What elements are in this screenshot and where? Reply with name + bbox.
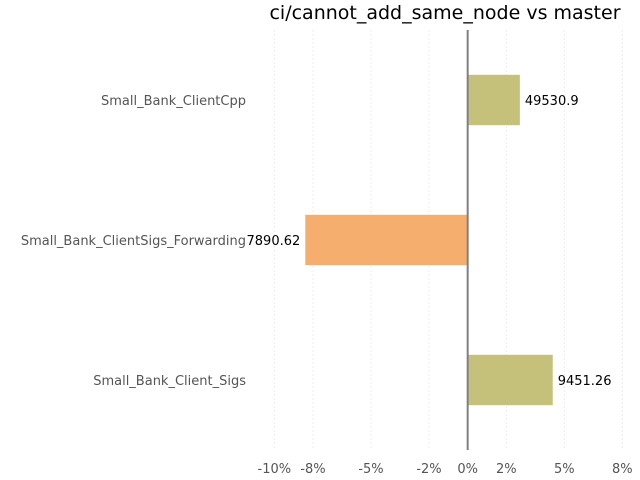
x-tick-label: 5% (554, 462, 575, 477)
x-tick-label: -5% (358, 462, 383, 477)
category-label: Small_Bank_ClientSigs_Forwarding (21, 234, 246, 249)
x-tick-label: -2% (416, 462, 441, 477)
bar (305, 214, 468, 266)
chart-title: ci/cannot_add_same_node vs master (269, 2, 620, 24)
x-tick-label: 0% (457, 462, 478, 477)
bars (305, 74, 553, 406)
bar (467, 354, 553, 406)
x-tick-labels: -10% -8% -5% -2% 0% 2% 5% 8% (258, 462, 633, 477)
x-tick-label: -8% (300, 462, 325, 477)
category-label: Small_Bank_Client_Sigs (93, 374, 246, 389)
value-label: 49530.9 (525, 94, 579, 109)
bar (467, 74, 520, 126)
value-label: 9451.26 (558, 374, 612, 389)
value-labels: 49530.9 7890.62 9451.26 (247, 94, 612, 389)
category-labels: Small_Bank_ClientCpp Small_Bank_ClientSig… (21, 94, 246, 389)
value-label: 7890.62 (247, 234, 301, 249)
category-label: Small_Bank_ClientCpp (101, 94, 246, 109)
x-tick-label: 8% (612, 462, 633, 477)
x-tick-label: -10% (258, 462, 292, 477)
x-tick-label: 2% (496, 462, 517, 477)
